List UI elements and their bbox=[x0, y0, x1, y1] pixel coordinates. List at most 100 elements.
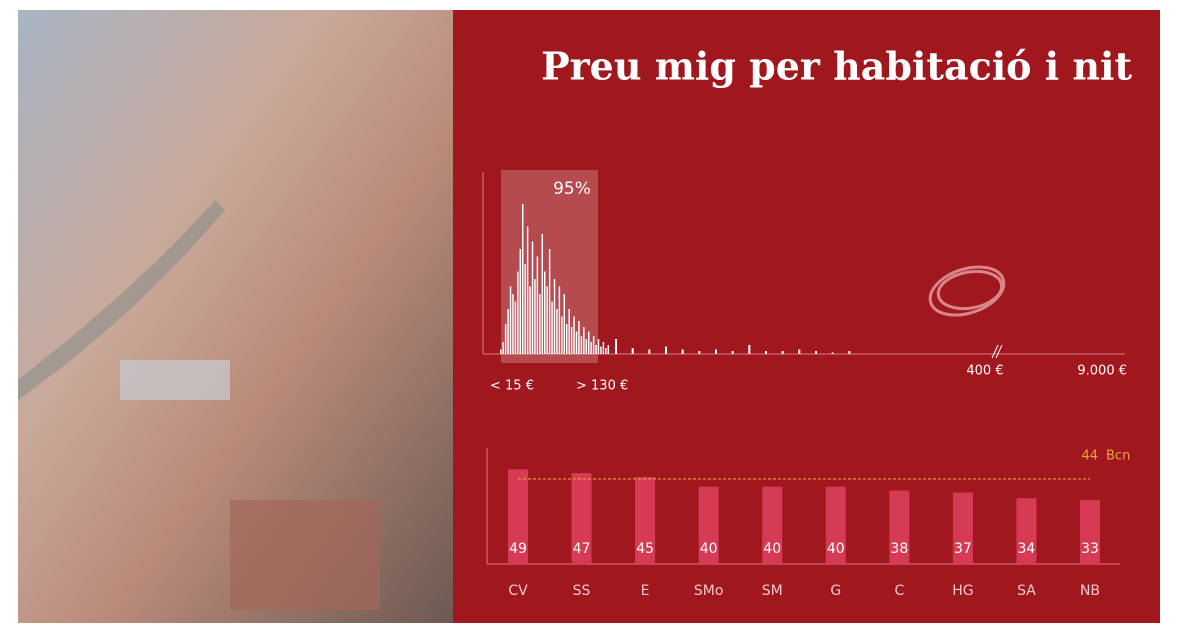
hist-bar bbox=[831, 352, 834, 354]
bar bbox=[508, 469, 528, 564]
photo-building bbox=[230, 500, 380, 610]
hist-bar bbox=[502, 342, 504, 354]
hist-bar bbox=[631, 348, 634, 354]
hist-bar bbox=[580, 336, 583, 354]
hist-bar bbox=[588, 331, 590, 354]
hist-bar bbox=[526, 226, 529, 354]
hist-bar bbox=[563, 294, 566, 354]
hist-bar bbox=[575, 331, 578, 354]
bar bbox=[952, 492, 973, 564]
axis-break bbox=[991, 344, 999, 359]
category-label: SA bbox=[1017, 583, 1036, 599]
category-label: SS bbox=[573, 583, 591, 599]
hist-bar bbox=[519, 249, 522, 354]
value-label: 33 bbox=[1081, 541, 1099, 557]
value-label: 47 bbox=[573, 541, 591, 557]
value-label: 40 bbox=[763, 541, 781, 557]
hist-bar bbox=[715, 349, 717, 354]
hist-bar bbox=[514, 301, 517, 354]
bar bbox=[571, 473, 592, 564]
hist-bar bbox=[731, 351, 734, 354]
hist-bar bbox=[548, 249, 551, 354]
hist-bar bbox=[546, 286, 548, 354]
hist-bar bbox=[507, 309, 509, 354]
hist-bar bbox=[524, 264, 526, 354]
category-label: HG bbox=[952, 583, 973, 599]
hist-bar bbox=[534, 279, 536, 354]
hist-bar bbox=[544, 271, 546, 354]
hist-bar bbox=[605, 348, 607, 354]
bar bbox=[1080, 500, 1100, 564]
hist-bar bbox=[848, 351, 851, 354]
hist-bar bbox=[597, 339, 600, 354]
hist-bar bbox=[536, 256, 539, 354]
value-label: 38 bbox=[890, 541, 908, 557]
photo-building bbox=[120, 360, 230, 400]
reference-name: Bcn bbox=[1106, 449, 1130, 464]
hist-bar bbox=[561, 316, 563, 354]
hist-bar bbox=[665, 346, 667, 354]
logo bbox=[928, 265, 1006, 317]
hist-bar bbox=[529, 286, 531, 354]
x-label: < 15 € bbox=[490, 379, 534, 394]
hist-bar bbox=[602, 342, 605, 354]
hist-bar bbox=[509, 286, 512, 354]
hist-bar bbox=[781, 351, 784, 354]
bar bbox=[698, 486, 719, 564]
hist-bar bbox=[512, 294, 514, 354]
value-label: 34 bbox=[1018, 541, 1036, 557]
category-label: SMo bbox=[694, 583, 724, 599]
x-label: > 130 € bbox=[576, 379, 628, 394]
hist-bar bbox=[600, 346, 602, 354]
hist-bar bbox=[553, 279, 556, 354]
highlight-label: 95% bbox=[553, 179, 591, 199]
hist-bar bbox=[551, 301, 553, 354]
value-label: 37 bbox=[954, 541, 972, 557]
photo-road bbox=[18, 200, 225, 400]
category-label: E bbox=[641, 583, 650, 599]
hist-bar bbox=[590, 342, 592, 354]
hist-bar bbox=[698, 351, 701, 354]
hist-bar bbox=[578, 321, 580, 354]
hist-bar bbox=[556, 309, 558, 354]
hist-bar bbox=[595, 345, 597, 354]
hist-bar bbox=[592, 336, 595, 354]
hist-bar bbox=[566, 324, 568, 354]
value-label: 45 bbox=[636, 541, 654, 557]
hist-bar bbox=[765, 351, 767, 354]
hist-bar bbox=[531, 241, 534, 354]
hist-bar bbox=[539, 294, 541, 354]
hist-bar bbox=[517, 271, 519, 354]
hist-bar bbox=[607, 345, 610, 354]
hist-bar bbox=[648, 349, 651, 354]
hist-bar bbox=[748, 345, 751, 354]
bar bbox=[889, 490, 910, 564]
panel bbox=[453, 10, 1160, 623]
hist-bar bbox=[541, 234, 544, 354]
value-label: 49 bbox=[509, 541, 527, 557]
hist-bar bbox=[583, 327, 585, 354]
hist-bar bbox=[585, 339, 588, 354]
hist-bar bbox=[798, 349, 801, 354]
value-label: 40 bbox=[700, 541, 718, 557]
category-label: G bbox=[830, 583, 841, 599]
hist-bar bbox=[570, 327, 573, 354]
category-label: NB bbox=[1080, 583, 1100, 599]
hist-bar bbox=[558, 286, 561, 354]
title: Preu mig per habitació i nit bbox=[541, 44, 1132, 89]
hist-bar bbox=[568, 309, 570, 354]
bar bbox=[1016, 498, 1037, 564]
x-label: 9.000 € bbox=[1077, 364, 1127, 379]
category-label: C bbox=[894, 583, 904, 599]
category-label: SM bbox=[762, 583, 783, 599]
hist-bar bbox=[615, 339, 617, 354]
x-label: 400 € bbox=[966, 364, 1003, 379]
bar bbox=[762, 486, 783, 564]
value-label: 40 bbox=[827, 541, 845, 557]
bar bbox=[635, 477, 656, 564]
axis-break bbox=[995, 344, 1003, 359]
hist-bar bbox=[504, 324, 507, 354]
hist-bar bbox=[815, 351, 817, 354]
